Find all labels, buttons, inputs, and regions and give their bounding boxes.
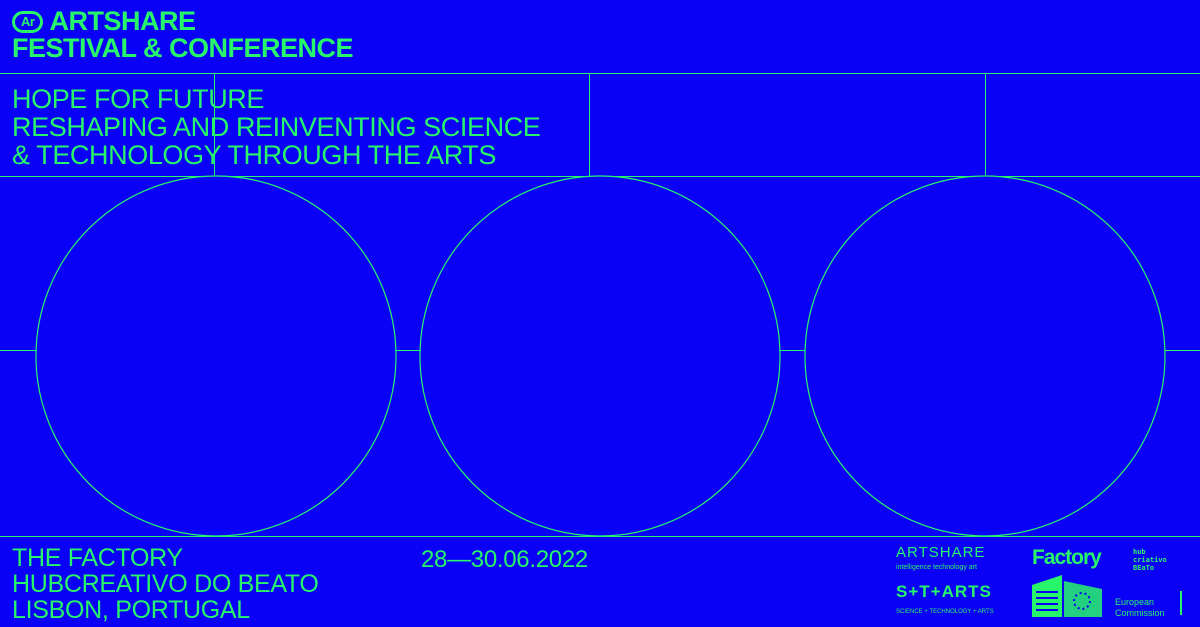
subtitle-line-1: HOPE FOR FUTURE bbox=[12, 84, 265, 114]
partner-logos: ARTSHARE intelligence technology art S+T… bbox=[890, 545, 1190, 625]
starts-tagline: SCIENCE + TECHNOLOGY + ARTS bbox=[896, 609, 994, 615]
subtitle: HOPE FOR FUTURE RESHAPING AND REINVENTIN… bbox=[12, 84, 541, 170]
divider-bar bbox=[1180, 591, 1182, 615]
title-line-2: FESTIVAL & CONFERENCE bbox=[12, 33, 354, 63]
circle-middle bbox=[419, 175, 781, 537]
eu-line-2: Commission bbox=[1115, 608, 1165, 618]
venue-line-2: HUBCREATIVO DO BEATO bbox=[12, 570, 319, 598]
artshare-tagline: intelligence technology art bbox=[896, 564, 977, 571]
factory-logo: Factory bbox=[1032, 546, 1102, 569]
artshare-logo: ARTSHARE bbox=[896, 544, 986, 561]
eu-flag-icon bbox=[1032, 575, 1102, 617]
hub-criativo-logo: hub criativo BEaTo bbox=[1133, 548, 1167, 572]
subtitle-line-2: RESHAPING AND REINVENTING SCIENCE bbox=[12, 112, 541, 142]
venue-line-3: LISBON, PORTUGAL bbox=[12, 596, 250, 624]
hub-line-2: criativo bbox=[1133, 556, 1167, 564]
hub-line-1: hub bbox=[1133, 548, 1146, 556]
hub-line-3: BEaTo bbox=[1133, 564, 1155, 572]
starts-logo: S+T+ARTS bbox=[896, 582, 992, 601]
eu-line-1: European bbox=[1115, 597, 1155, 607]
artshare-badge-icon: Ar bbox=[12, 10, 44, 33]
venue-line-1: THE FACTORY bbox=[12, 544, 183, 572]
circle-right bbox=[804, 175, 1166, 537]
circle-left bbox=[35, 175, 397, 537]
venue: THE FACTORY HUBCREATIVO DO BEATO LISBON,… bbox=[12, 545, 319, 623]
festival-title: Ar ARTSHARE FESTIVAL & CONFERENCE bbox=[12, 6, 354, 63]
european-commission-text: European Commission bbox=[1115, 597, 1165, 619]
subtitle-line-3: & TECHNOLOGY THROUGH THE ARTS bbox=[12, 140, 497, 170]
title-line-1: ARTSHARE bbox=[49, 6, 196, 36]
event-dates: 28—30.06.2022 bbox=[421, 546, 588, 573]
